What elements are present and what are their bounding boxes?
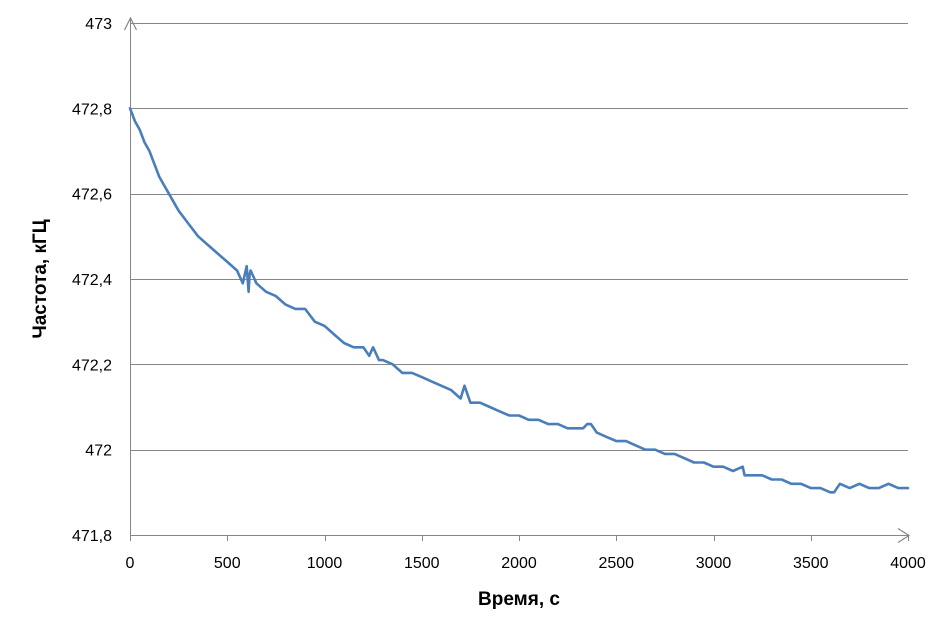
series-layer xyxy=(128,107,910,494)
x-axis-title: Время, с xyxy=(478,589,560,610)
x-tick-label: 3000 xyxy=(696,555,732,572)
gridlines xyxy=(130,23,908,451)
y-axis-arrowhead xyxy=(123,16,138,31)
series-line-0 xyxy=(128,107,910,494)
x-tick-label: 2500 xyxy=(598,555,634,572)
y-axis-title: Частота, кГЦ xyxy=(30,219,51,338)
y-tick-label: 471,8 xyxy=(72,528,112,545)
y-tick-label: 472 xyxy=(85,443,112,460)
x-tick-labels: 0 500 1000 1500 2000 2500 3000 3500 4000 xyxy=(126,555,926,572)
y-tick-label: 472,6 xyxy=(72,187,112,204)
x-tick-label: 4000 xyxy=(890,555,926,572)
x-tick-label: 0 xyxy=(126,555,135,572)
y-tick-label: 472,4 xyxy=(72,272,112,289)
y-tick-label: 473 xyxy=(85,16,112,33)
y-tick-label: 472,2 xyxy=(72,357,112,374)
y-tick-label: 472,8 xyxy=(72,101,112,118)
x-tick-marks xyxy=(130,535,909,541)
x-tick-label: 1500 xyxy=(404,555,440,572)
y-tick-labels: 471,8 472 472,2 472,4 472,6 472,8 473 xyxy=(72,16,112,545)
x-tick-label: 500 xyxy=(214,555,241,572)
x-tick-label: 1000 xyxy=(307,555,343,572)
x-tick-label: 2000 xyxy=(501,555,537,572)
x-tick-label: 3500 xyxy=(793,555,829,572)
